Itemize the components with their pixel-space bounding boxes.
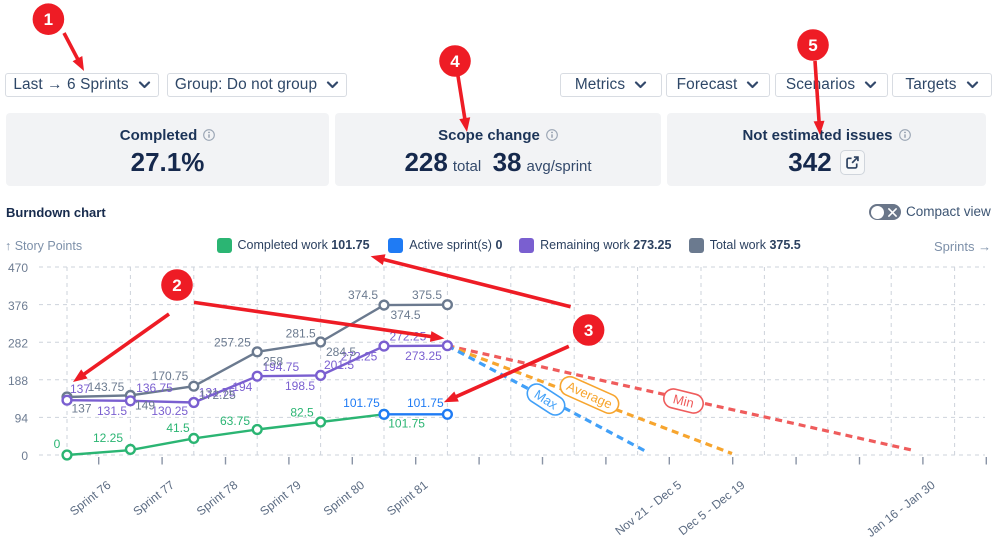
svg-text:149: 149 xyxy=(135,399,155,413)
svg-text:101.75: 101.75 xyxy=(388,417,425,431)
svg-text:273.25: 273.25 xyxy=(405,349,442,363)
svg-text:101.75: 101.75 xyxy=(343,396,380,410)
svg-text:2: 2 xyxy=(172,276,181,295)
svg-text:188: 188 xyxy=(8,374,28,388)
svg-text:130.25: 130.25 xyxy=(151,404,188,418)
svg-text:374.5: 374.5 xyxy=(348,288,378,302)
svg-text:12.25: 12.25 xyxy=(93,431,123,445)
svg-text:101.75: 101.75 xyxy=(407,396,444,410)
svg-text:137: 137 xyxy=(70,382,90,396)
svg-text:281.5: 281.5 xyxy=(286,327,316,341)
svg-text:194.75: 194.75 xyxy=(262,360,299,374)
svg-text:136.75: 136.75 xyxy=(136,381,173,395)
svg-text:284.5: 284.5 xyxy=(326,345,356,359)
svg-text:143.75: 143.75 xyxy=(88,380,125,394)
svg-text:4: 4 xyxy=(450,52,460,71)
svg-text:5: 5 xyxy=(808,36,817,55)
svg-text:0: 0 xyxy=(54,437,61,451)
svg-text:82.5: 82.5 xyxy=(290,406,314,420)
svg-text:282: 282 xyxy=(8,336,28,350)
svg-text:0: 0 xyxy=(21,449,28,463)
svg-text:131.75: 131.75 xyxy=(199,386,236,400)
svg-text:375.5: 375.5 xyxy=(412,288,442,302)
svg-text:94: 94 xyxy=(15,412,29,426)
svg-text:3: 3 xyxy=(584,321,593,340)
svg-text:194: 194 xyxy=(232,380,252,394)
svg-text:198.5: 198.5 xyxy=(285,379,315,393)
svg-text:470: 470 xyxy=(8,261,28,275)
svg-text:170.75: 170.75 xyxy=(152,369,189,383)
svg-text:Min: Min xyxy=(672,391,696,411)
svg-text:41.5: 41.5 xyxy=(166,421,190,435)
svg-text:257.25: 257.25 xyxy=(214,336,251,350)
svg-text:63.75: 63.75 xyxy=(220,414,250,428)
svg-text:374.5: 374.5 xyxy=(390,308,420,322)
svg-text:201.5: 201.5 xyxy=(324,358,354,372)
svg-text:172.25: 172.25 xyxy=(199,388,236,402)
svg-text:258: 258 xyxy=(263,355,283,369)
svg-text:1: 1 xyxy=(44,10,53,29)
svg-text:137: 137 xyxy=(71,401,91,415)
svg-text:131.5: 131.5 xyxy=(97,404,127,418)
svg-text:376: 376 xyxy=(8,299,28,313)
svg-text:272.25: 272.25 xyxy=(341,350,378,364)
